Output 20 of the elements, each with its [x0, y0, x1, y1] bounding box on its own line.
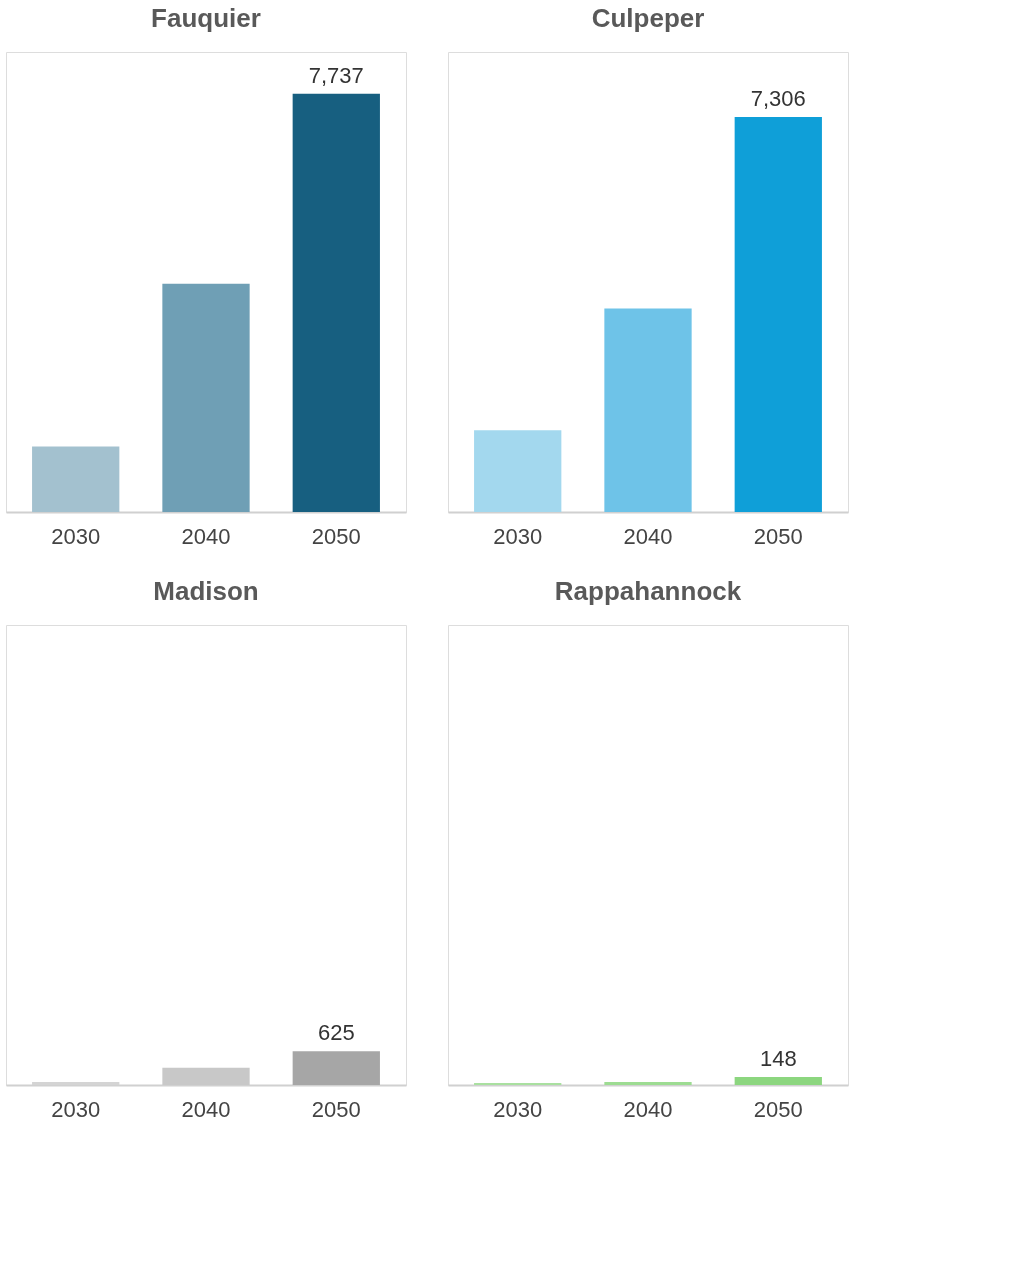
x-tick-label: 2050 [311, 1096, 361, 1122]
x-tick-label: 2040 [623, 1096, 673, 1122]
x-tick-label: 2030 [51, 1096, 101, 1122]
chart-title: Culpeper [591, 3, 705, 33]
data-label: 148 [759, 1046, 797, 1071]
x-tick-label: 2030 [493, 1096, 543, 1122]
x-tick-label: 2040 [181, 1096, 231, 1122]
x-tick-label: 2040 [181, 523, 231, 549]
x-tick-label: 2040 [623, 523, 673, 549]
chart-title: Fauquier [151, 3, 261, 33]
data-label: 7,306 [750, 86, 806, 112]
chart-title: Madison [153, 576, 259, 606]
x-tick-label: 2030 [51, 523, 101, 549]
x-tick-label: 2050 [753, 1096, 803, 1122]
data-label: 625 [317, 1020, 355, 1046]
x-tick-label: 2030 [493, 523, 543, 549]
data-label: 7,737 [308, 62, 364, 88]
chart-title: Rappahannock [554, 576, 742, 606]
x-tick-label: 2050 [311, 523, 361, 549]
x-tick-label: 2050 [753, 523, 803, 549]
